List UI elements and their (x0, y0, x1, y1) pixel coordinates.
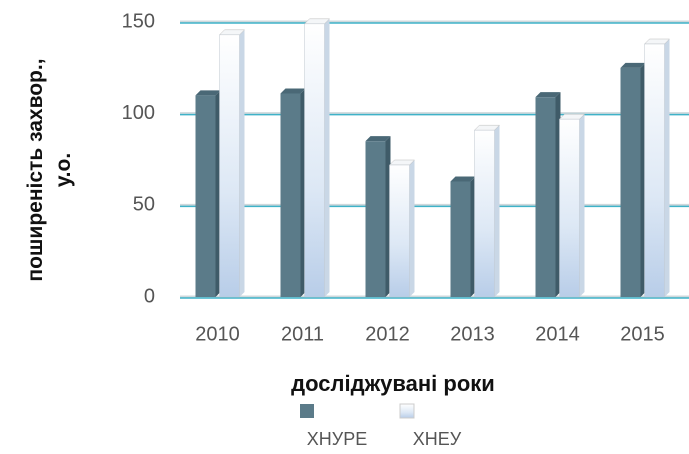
x-tick-label: 2010 (195, 323, 240, 345)
bar (365, 141, 386, 297)
bar (620, 67, 641, 297)
y-tick-label: 0 (144, 285, 155, 307)
x-tick-label: 2013 (450, 323, 495, 345)
y-axis-label: поширеність захвор., у.о. (24, 58, 75, 282)
bar (474, 129, 495, 298)
bar (219, 34, 240, 298)
bar (644, 43, 665, 298)
x-tick-label: 2014 (535, 323, 580, 345)
bar-top (365, 136, 391, 142)
x-tick-label: 2011 (281, 323, 324, 345)
bar-top (535, 92, 561, 98)
bar (389, 164, 410, 298)
legend-label: ХНЕУ (413, 429, 462, 449)
bar (450, 181, 471, 297)
x-tick-label: 2012 (365, 323, 410, 345)
bar-side (494, 125, 500, 298)
bar-side (409, 160, 415, 297)
bar-top (620, 62, 646, 68)
legend-marker (300, 404, 314, 418)
bar-side (324, 18, 330, 297)
y-tick-label: 50 (133, 194, 155, 216)
bar-side (579, 114, 585, 298)
legend-label: ХНУРЕ (307, 429, 367, 449)
bar-top (195, 90, 221, 96)
bar (280, 93, 301, 297)
y-tick-label: 100 (122, 102, 155, 124)
bar-side (664, 39, 670, 297)
bar (559, 118, 580, 298)
bar (304, 23, 325, 298)
bar-top (280, 88, 306, 94)
y-tick-label: 150 (122, 10, 155, 32)
x-tick-label: 2015 (620, 323, 665, 345)
bar (535, 97, 556, 298)
x-axis-label: досліджувані роки (291, 371, 495, 396)
legend-marker (399, 403, 415, 419)
bar-side (239, 29, 245, 297)
bar-top (450, 176, 476, 182)
bar (195, 95, 216, 297)
